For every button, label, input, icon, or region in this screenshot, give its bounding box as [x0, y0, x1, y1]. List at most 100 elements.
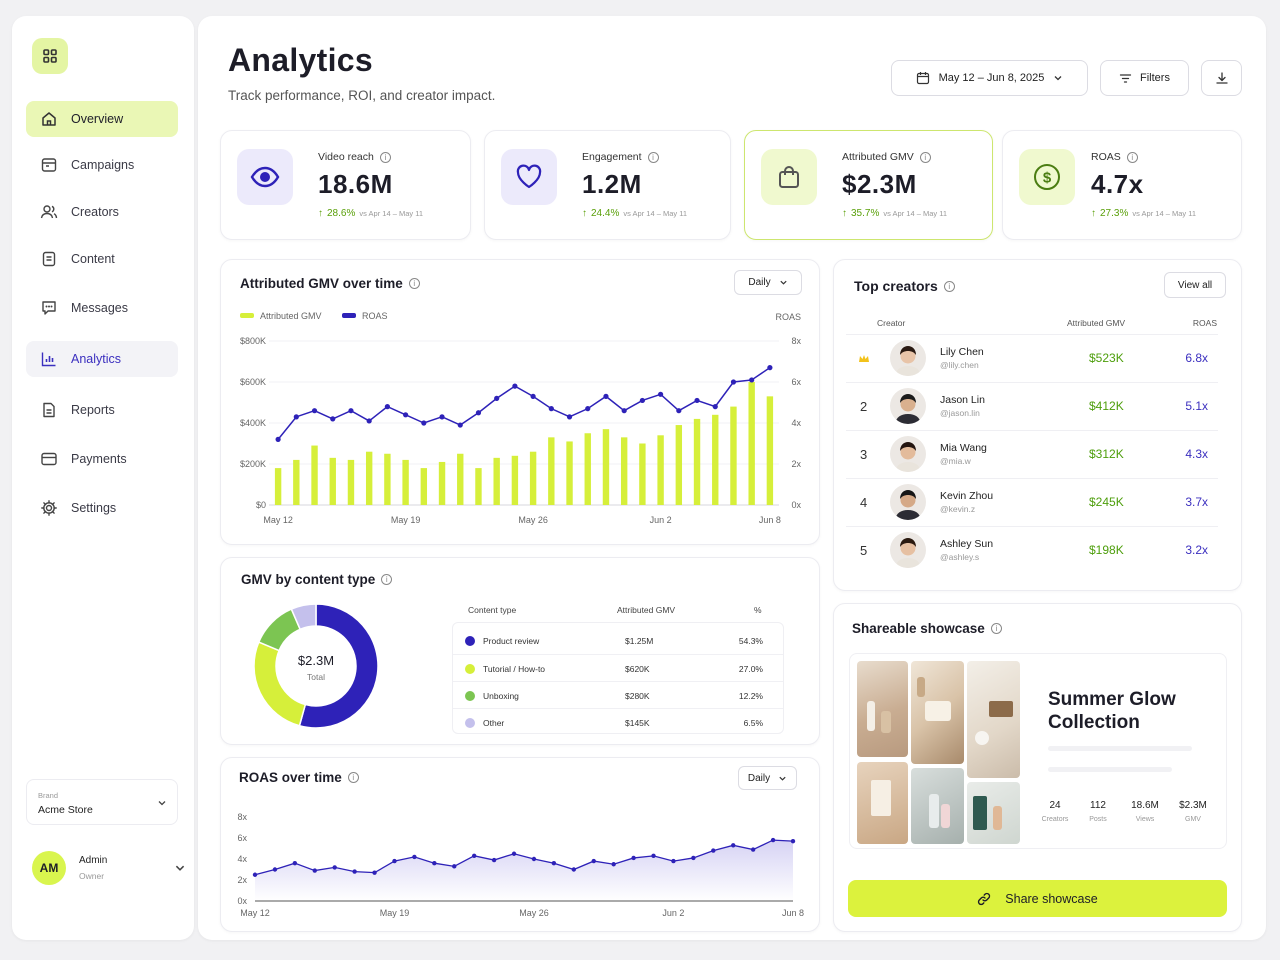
sidebar-item-overview[interactable]: Overview: [26, 101, 178, 137]
table-row[interactable]: Other $145K 6.5%: [453, 708, 783, 735]
roas-point[interactable]: [571, 867, 577, 872]
share-showcase-button[interactable]: Share showcase: [848, 880, 1227, 917]
roas-point[interactable]: [512, 383, 518, 389]
roas-point[interactable]: [412, 854, 417, 860]
gmv-bar[interactable]: [693, 418, 701, 505]
info-icon[interactable]: i: [990, 623, 1002, 634]
gmv-bar[interactable]: [566, 441, 573, 505]
roas-point[interactable]: [551, 861, 557, 866]
table-row[interactable]: Product review $1.25M 54.3%: [453, 627, 783, 654]
roas-point[interactable]: [475, 410, 482, 416]
roas-point[interactable]: [566, 414, 573, 420]
creator-name[interactable]: Ashley Sun: [940, 538, 994, 550]
roas-point[interactable]: [494, 395, 500, 401]
roas-point[interactable]: [491, 857, 497, 863]
creator-name[interactable]: Mia Wang: [940, 442, 987, 454]
roas-point[interactable]: [651, 853, 656, 859]
sidebar-item-payments[interactable]: Payments: [26, 441, 178, 477]
roas-point[interactable]: [658, 391, 664, 397]
creator-name[interactable]: Kevin Zhou: [940, 490, 994, 502]
creator-name[interactable]: Lily Chen: [940, 346, 984, 358]
filters-button[interactable]: Filters: [1100, 60, 1189, 96]
info-icon[interactable]: i: [919, 151, 931, 163]
gmv-bar[interactable]: [548, 437, 555, 505]
roas-point[interactable]: [275, 436, 281, 442]
download-button[interactable]: [1201, 60, 1242, 96]
roas-point[interactable]: [432, 861, 437, 866]
sidebar-item-settings[interactable]: Settings: [26, 490, 178, 526]
granularity-select[interactable]: Daily: [734, 270, 802, 295]
gmv-bar[interactable]: [657, 435, 664, 505]
roas-point[interactable]: [591, 858, 596, 864]
info-icon[interactable]: i: [347, 772, 359, 783]
gmv-bar[interactable]: [602, 429, 610, 505]
roas-point[interactable]: [603, 393, 609, 399]
gmv-bar[interactable]: [402, 459, 409, 505]
gmv-bar[interactable]: [748, 382, 755, 505]
showcase-preview[interactable]: Summer Glow Collection 24 Creators 112 Post…: [849, 653, 1227, 849]
gmv-bar[interactable]: [475, 468, 482, 505]
roas-point[interactable]: [457, 422, 463, 428]
gmv-bar[interactable]: [311, 445, 318, 505]
info-icon[interactable]: i: [1126, 151, 1138, 163]
date-range-picker[interactable]: May 12 – Jun 8, 2025: [891, 60, 1088, 96]
gmv-bar[interactable]: [365, 451, 373, 505]
info-icon[interactable]: i: [379, 151, 391, 163]
roas-point[interactable]: [621, 408, 627, 414]
roas-point[interactable]: [403, 412, 409, 418]
sidebar-item-content[interactable]: Content: [26, 241, 178, 277]
roas-point[interactable]: [531, 856, 537, 862]
roas-point[interactable]: [372, 870, 377, 875]
donut-slice[interactable]: [290, 603, 317, 631]
roas-point[interactable]: [293, 414, 299, 420]
gmv-bar[interactable]: [511, 455, 519, 505]
sidebar-item-creators[interactable]: Creators: [26, 194, 178, 230]
table-row[interactable]: 5 Ashley Sun @ashley.s $198K 3.2x: [846, 526, 1218, 572]
roas-point[interactable]: [392, 858, 397, 864]
info-icon[interactable]: i: [647, 151, 659, 163]
user-menu[interactable]: AM Admin Owner: [32, 848, 185, 888]
roas-point[interactable]: [366, 418, 372, 424]
info-icon[interactable]: i: [943, 280, 955, 292]
gmv-bar[interactable]: [584, 433, 591, 505]
roas-point[interactable]: [585, 406, 591, 412]
gmv-bar[interactable]: [766, 396, 774, 505]
view-all-button[interactable]: View all: [1164, 272, 1226, 298]
roas-point[interactable]: [421, 420, 427, 426]
gmv-bar[interactable]: [274, 468, 282, 505]
roas-point[interactable]: [694, 397, 700, 404]
table-row[interactable]: Lily Chen @lily.chen $523K 6.8x: [846, 334, 1218, 380]
roas-point[interactable]: [530, 393, 536, 399]
gmv-bar[interactable]: [712, 414, 719, 505]
roas-point[interactable]: [711, 848, 716, 853]
roas-point[interactable]: [348, 408, 354, 414]
table-row[interactable]: Tutorial / How-to $620K 27.0%: [453, 654, 783, 681]
roas-point[interactable]: [330, 416, 336, 422]
creator-name[interactable]: Jason Lin: [940, 394, 985, 406]
roas-point[interactable]: [767, 365, 773, 371]
roas-point[interactable]: [750, 847, 756, 852]
table-row[interactable]: 3 Mia Wang @mia.w $312K 4.3x: [846, 430, 1218, 476]
gmv-bar[interactable]: [675, 425, 683, 505]
roas-point[interactable]: [676, 408, 682, 414]
sidebar-item-reports[interactable]: Reports: [26, 392, 178, 428]
info-icon[interactable]: i: [408, 278, 420, 289]
roas-point[interactable]: [439, 414, 445, 420]
sidebar-item-campaigns[interactable]: Campaigns: [26, 147, 178, 183]
gmv-bar[interactable]: [639, 443, 646, 506]
gmv-bar[interactable]: [329, 457, 336, 505]
roas-point[interactable]: [332, 865, 337, 870]
gmv-bar[interactable]: [457, 453, 464, 505]
brand-selector[interactable]: Brand Acme Store: [26, 779, 178, 825]
gmv-bar[interactable]: [347, 459, 355, 505]
roas-point[interactable]: [631, 855, 636, 861]
roas-point[interactable]: [311, 408, 318, 414]
table-row[interactable]: Unboxing $280K 12.2%: [453, 681, 783, 708]
roas-point[interactable]: [730, 379, 737, 385]
roas-point[interactable]: [611, 862, 616, 867]
roas-point[interactable]: [639, 397, 645, 404]
roas-point[interactable]: [312, 868, 317, 873]
roas-point[interactable]: [691, 855, 696, 861]
app-logo-grid-icon[interactable]: [32, 38, 68, 74]
gmv-bar[interactable]: [730, 406, 737, 505]
